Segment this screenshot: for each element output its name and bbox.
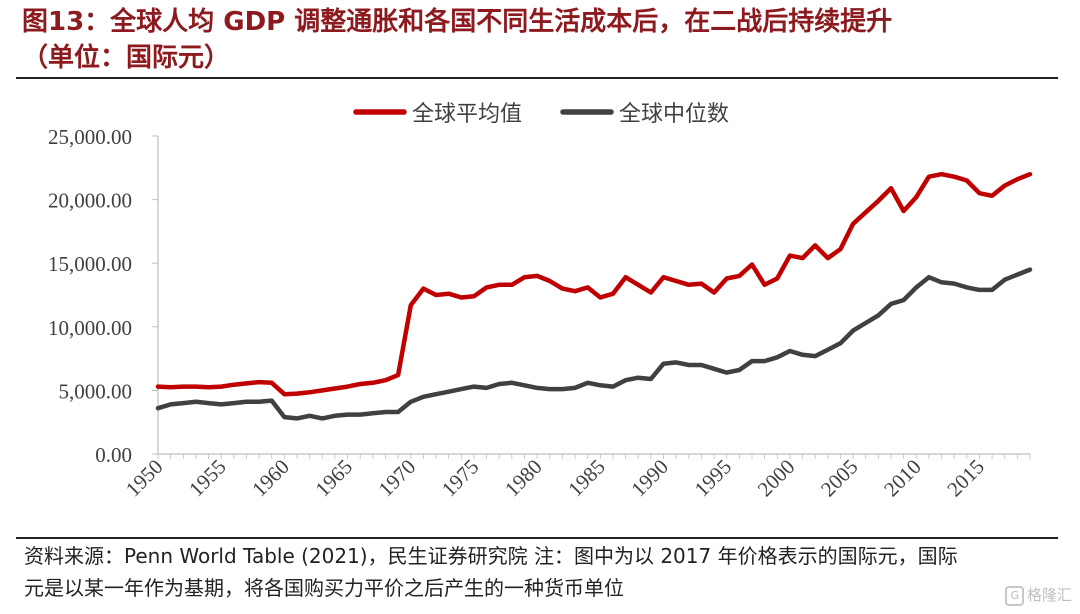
series-layer: [155, 171, 1033, 421]
x-tick-label: 2000: [753, 455, 800, 502]
x-tick-label: 1975: [437, 455, 484, 502]
x-tick-label: 1995: [690, 455, 737, 502]
watermark-text: 格隆汇: [1026, 586, 1072, 604]
y-tick-label: 15,000.00: [48, 252, 132, 276]
watermark-logo-icon: G: [1005, 585, 1024, 606]
x-tick-label: 2010: [879, 455, 926, 502]
y-tick-label: 20,000.00: [48, 189, 132, 213]
x-tick-label: 2005: [816, 455, 863, 502]
series-line-mean: [155, 171, 1033, 397]
x-tick-label: 1955: [184, 455, 231, 502]
legend-label: 全球平均值: [412, 102, 522, 127]
y-tick-label: 10,000.00: [48, 316, 132, 340]
x-tick-label: 1970: [374, 455, 421, 502]
x-tick-label: 1960: [247, 455, 294, 502]
legend-label: 全球中位数: [619, 102, 729, 127]
x-axis: 1950 1955 1960 1965 1970 1975 1980 1985 1990 1995…: [121, 453, 1031, 502]
x-tick-label: 1985: [563, 455, 610, 502]
y-tick-label: 25,000.00: [48, 125, 132, 149]
title-line-2: （单位：国际元）: [22, 43, 231, 73]
y-axis: 0.00 5,000.00 10,000.00 15,000.00 20,000.00 2…: [48, 125, 159, 467]
source-note: 资料来源：Penn World Table (2021)，民生证券研究院 注：图…: [24, 540, 1064, 604]
y-tick-label: 5,000.00: [59, 379, 133, 403]
source-line-1: 资料来源：Penn World Table (2021)，民生证券研究院 注：图…: [24, 544, 958, 568]
chart-title: 图13：全球人均 GDP 调整通胀和各国不同生活成本后，在二战后持续提升 （单位…: [22, 4, 1072, 76]
x-tick-label: 2015: [942, 455, 989, 502]
x-tick-label: 1990: [626, 455, 673, 502]
footer-rule: [16, 537, 1058, 539]
watermark: G 格隆汇: [1005, 584, 1072, 606]
y-tick-label: 0.00: [95, 443, 132, 467]
title-line-1: 图13：全球人均 GDP 调整通胀和各国不同生活成本后，在二战后持续提升: [22, 7, 893, 37]
line-chart: 全球平均值 全球中位数 0.00 5,000.00 10,000.00 15,000.0…: [48, 102, 1033, 502]
chart-legend: 全球平均值 全球中位数: [353, 102, 729, 127]
title-rule: [16, 77, 1058, 79]
x-tick-label: 1965: [310, 455, 357, 502]
source-line-2: 元是以某一年作为基期，将各国购买力平价之后产生的一种货币单位: [24, 576, 624, 600]
x-tick-label: 1980: [500, 455, 547, 502]
series-line-median: [155, 267, 1033, 421]
